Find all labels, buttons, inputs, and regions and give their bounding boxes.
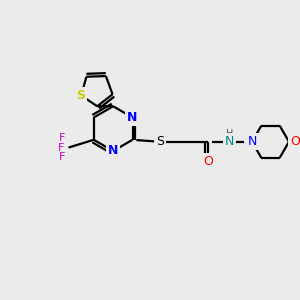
Text: O: O [203, 155, 213, 168]
Text: S: S [76, 89, 85, 102]
Text: S: S [156, 135, 164, 148]
Text: N: N [127, 111, 138, 124]
Text: F: F [58, 133, 65, 143]
Text: F: F [58, 142, 64, 153]
Text: F: F [58, 152, 65, 162]
Text: H: H [226, 129, 233, 139]
Text: N: N [248, 135, 257, 148]
Text: N: N [225, 135, 234, 148]
Text: O: O [290, 135, 300, 148]
Text: N: N [108, 145, 118, 158]
